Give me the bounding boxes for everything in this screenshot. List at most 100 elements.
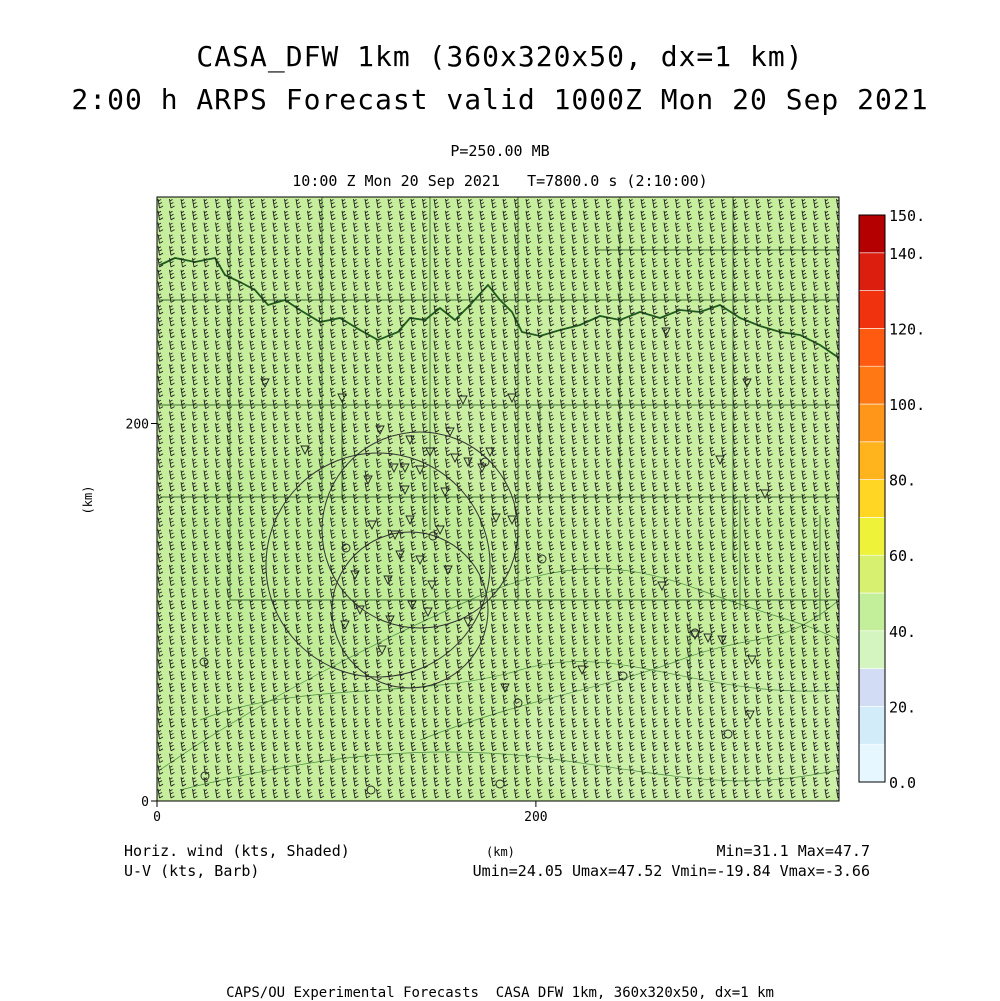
wind-barb — [778, 257, 785, 268]
wind-barb — [422, 529, 428, 539]
wind-barb — [709, 210, 716, 221]
wind-barb — [226, 765, 233, 775]
wind-barb — [468, 694, 474, 704]
wind-barb — [318, 316, 325, 327]
wind-barb — [548, 753, 555, 763]
wind-barb — [663, 564, 670, 575]
wind-barb — [778, 600, 785, 610]
wind-barb — [157, 234, 164, 244]
wind-barb — [824, 741, 831, 752]
wind-barb — [203, 316, 210, 327]
wind-barb — [410, 234, 417, 244]
wind-barb — [456, 493, 463, 504]
wind-barb — [640, 446, 647, 457]
wind-barb — [767, 529, 773, 539]
wind-barb — [824, 659, 831, 669]
wind-barb — [387, 741, 394, 752]
wind-barb — [399, 257, 405, 268]
wind-barb — [514, 552, 520, 563]
wind-barb — [836, 517, 839, 527]
wind-barb — [376, 257, 382, 268]
wind-barb — [583, 765, 589, 775]
wind-barb — [330, 411, 336, 421]
wind-barb — [571, 352, 578, 362]
wind-barb — [767, 482, 773, 492]
wind-barb — [433, 375, 440, 386]
wind-barb — [824, 635, 831, 645]
wind-barb — [594, 682, 601, 693]
wind-barb — [410, 505, 417, 516]
wind-barb — [836, 529, 839, 539]
wind-barb — [778, 210, 785, 221]
wind-barb — [387, 611, 394, 622]
wind-barb — [813, 434, 819, 445]
wind-barb — [617, 411, 624, 421]
wind-barb — [330, 706, 336, 716]
wind-barb — [663, 777, 670, 787]
wind-barb — [249, 777, 256, 787]
wind-barb — [583, 576, 589, 586]
wind-barb — [525, 788, 532, 799]
wind-barb — [824, 493, 831, 504]
wind-barb — [640, 718, 647, 728]
wind-barb — [548, 635, 555, 645]
wind-barb — [376, 387, 382, 398]
wind-barb — [433, 458, 440, 468]
wind-barb — [606, 788, 612, 799]
wind-barb — [836, 269, 839, 280]
min-max-label: Min=31.1 Max=47.7 — [716, 842, 870, 860]
wind-barb — [353, 682, 359, 693]
wind-barb — [318, 588, 325, 598]
wind-barb — [295, 246, 302, 256]
wind-barb — [341, 257, 348, 268]
wind-barb — [376, 517, 382, 527]
wind-barb — [295, 482, 302, 492]
wind-barb — [698, 316, 704, 327]
wind-barb — [295, 257, 302, 268]
wind-barb — [698, 552, 704, 563]
wind-barb — [479, 210, 486, 221]
wind-barb — [307, 788, 313, 799]
wind-barb — [606, 706, 612, 716]
wind-barb — [272, 293, 279, 303]
wind-barb — [594, 777, 601, 787]
wind-barb — [353, 387, 359, 398]
wind-barb — [410, 458, 417, 468]
wind-barb — [583, 423, 589, 433]
wind-barb — [732, 352, 739, 362]
wind-barb — [560, 777, 566, 787]
wind-barb — [767, 281, 773, 291]
wind-barb — [698, 470, 704, 480]
wind-barb — [617, 269, 624, 280]
wind-barb — [376, 375, 382, 386]
wind-barb — [675, 328, 681, 339]
wind-barb — [675, 493, 681, 504]
wind-barb — [813, 753, 819, 763]
wind-barb — [203, 281, 210, 291]
wind-barb — [790, 364, 796, 374]
wind-barb — [778, 706, 785, 716]
wind-barb — [525, 458, 532, 468]
wind-barb — [767, 434, 773, 445]
wind-barb — [422, 741, 428, 752]
wind-barb — [721, 611, 727, 622]
wind-barb — [594, 564, 601, 575]
wind-barb — [180, 635, 187, 645]
wind-barb — [203, 222, 210, 232]
wind-barb — [203, 493, 210, 504]
wind-barb — [410, 777, 417, 787]
colorbar-bin — [858, 592, 886, 632]
wind-barb — [410, 682, 417, 693]
wind-barb — [801, 340, 808, 350]
wind-barb — [537, 411, 543, 421]
wind-barb — [468, 729, 474, 740]
wind-barb — [479, 482, 486, 492]
wind-barb — [721, 635, 727, 645]
wind-barb — [721, 328, 727, 339]
wind-barb — [295, 269, 302, 280]
wind-barb — [525, 446, 532, 457]
wind-barb — [652, 269, 658, 280]
colorbar: 150.140.120.100.80.60.40.20.0.0 — [858, 207, 925, 792]
wind-barb — [537, 529, 543, 539]
wind-barb — [261, 198, 267, 209]
